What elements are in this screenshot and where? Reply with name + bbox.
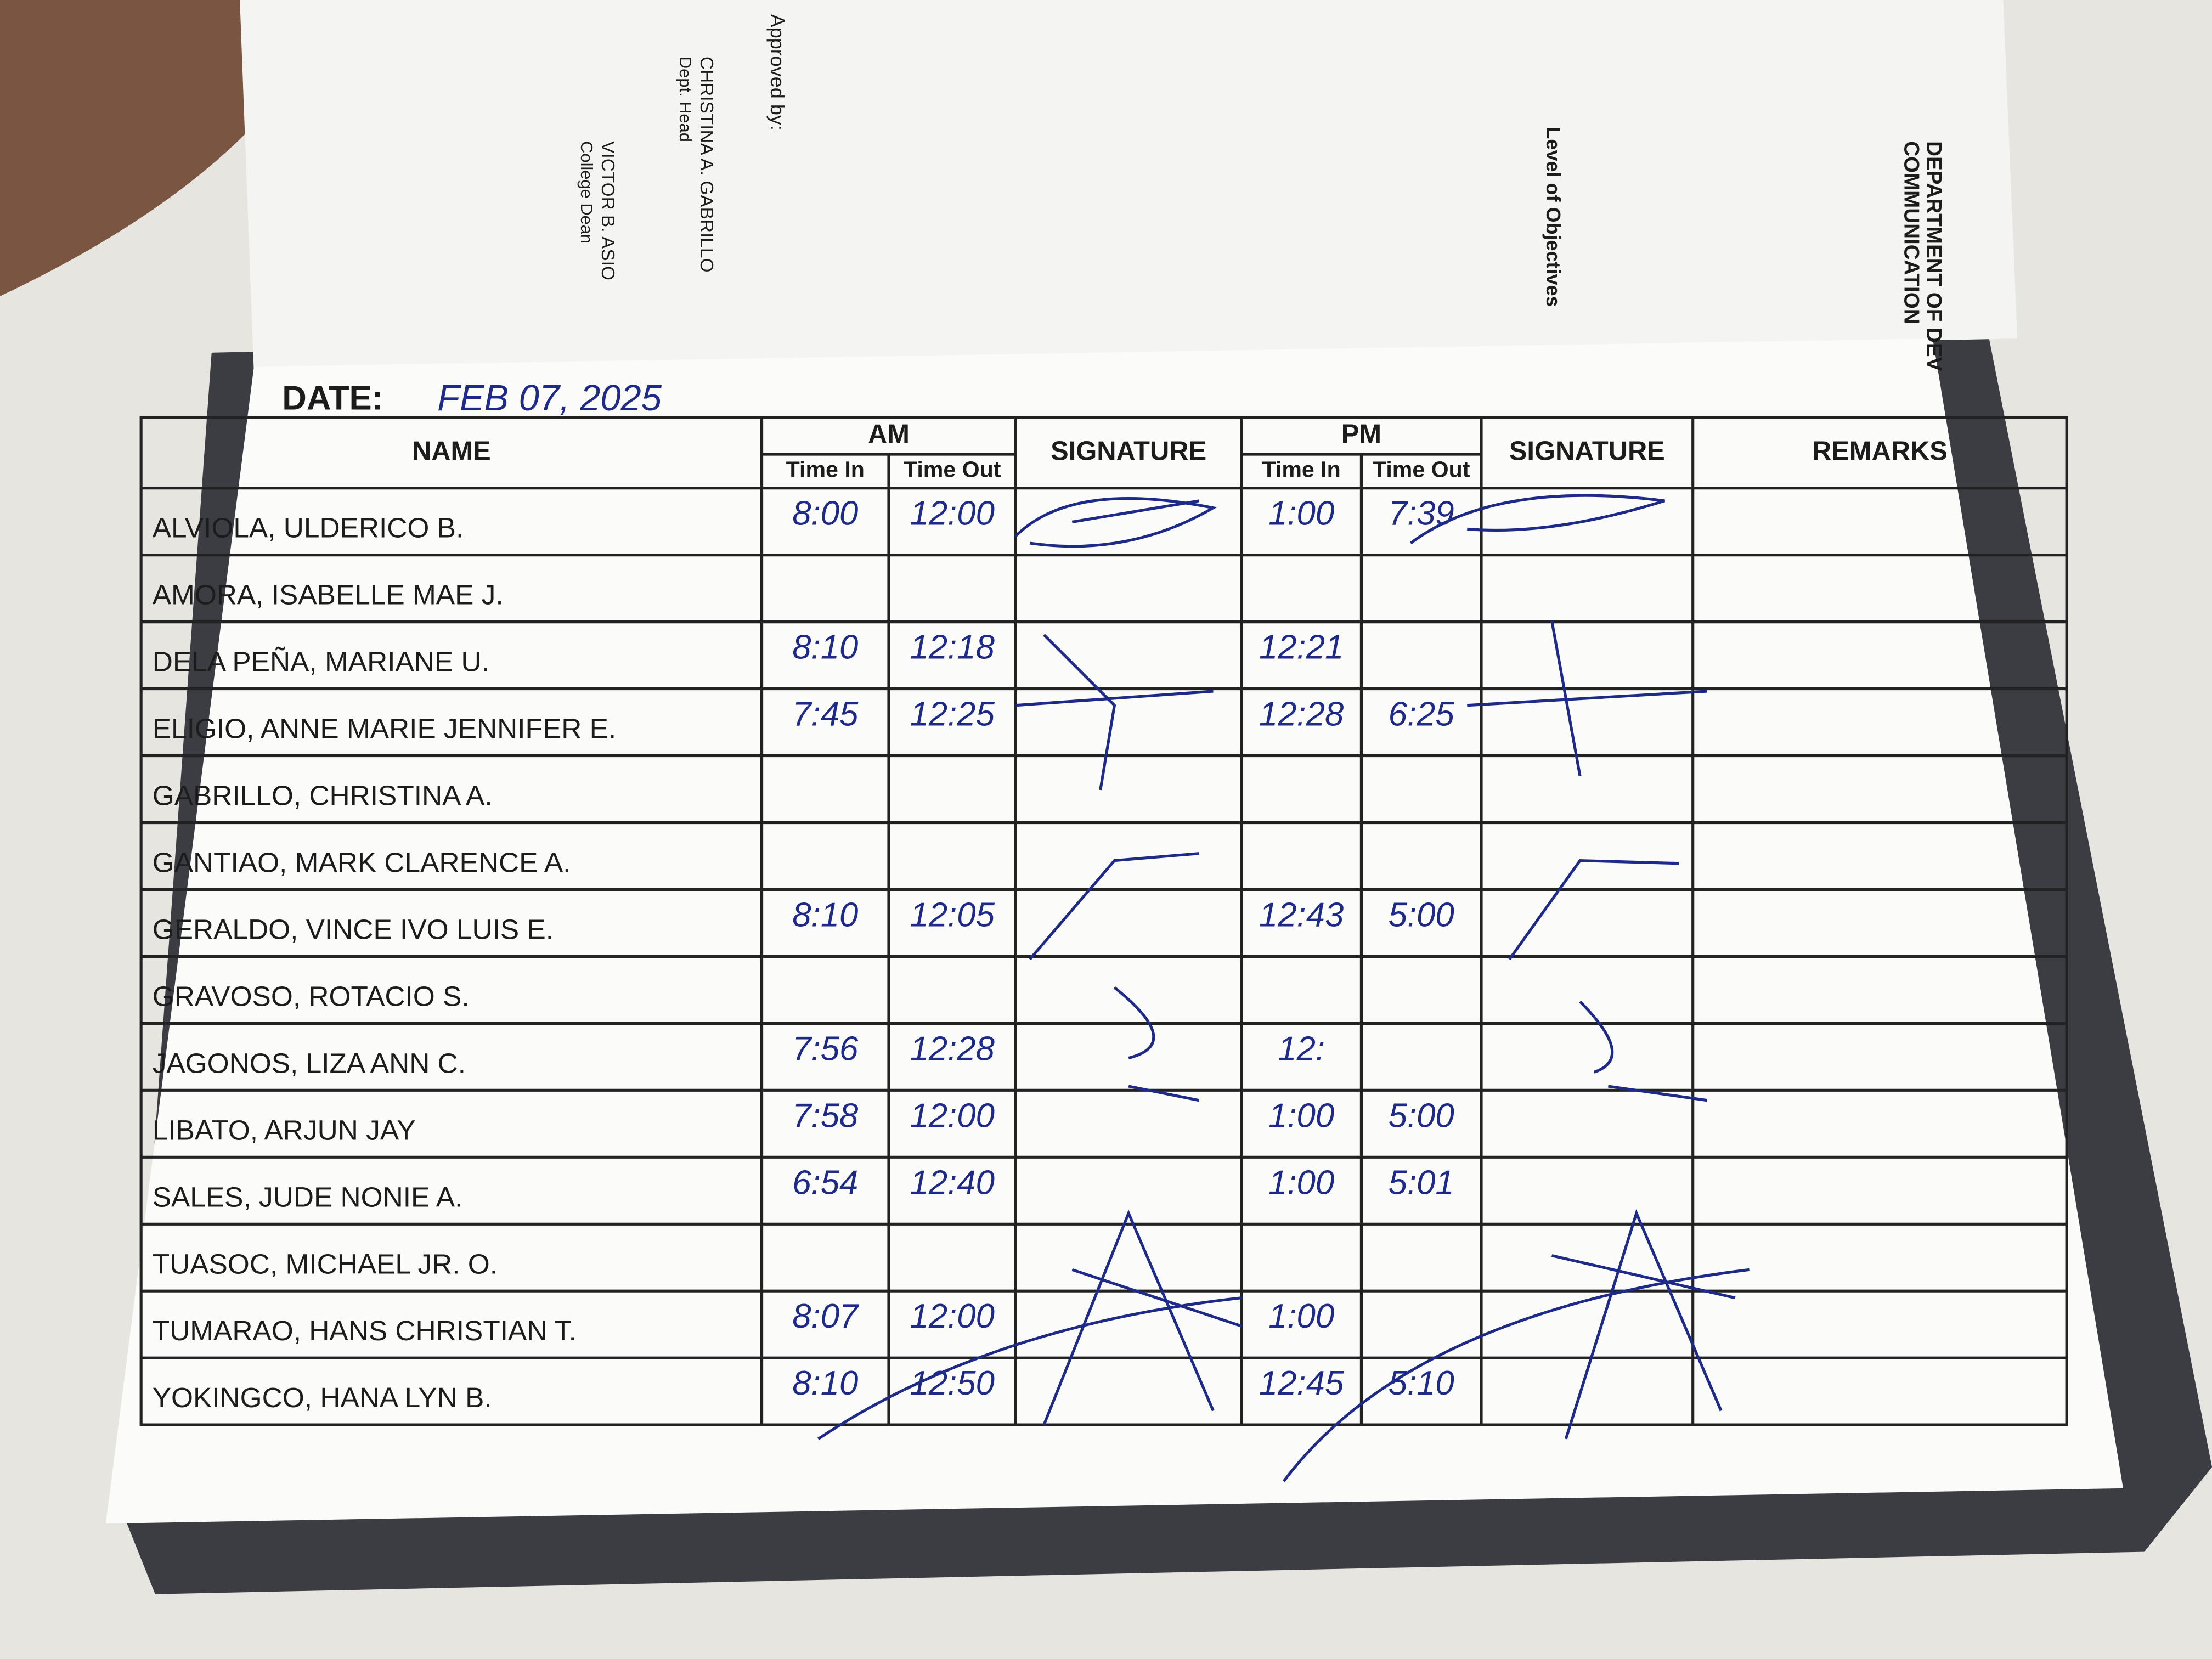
- top-page: [240, 0, 2018, 374]
- time-entry: 12:21: [1259, 629, 1344, 667]
- signature-scribble: [1282, 1209, 1750, 1482]
- column-header: REMARKS: [1812, 436, 1948, 466]
- signature-scribble: [1113, 986, 1200, 1102]
- time-entry: 12:45: [1259, 1364, 1344, 1402]
- time-entry: 12:05: [910, 896, 995, 934]
- time-entry: 7:45: [792, 696, 859, 733]
- attendee-name: LIBATO, ARJUN JAY: [153, 1114, 416, 1146]
- time-entry: 1:00: [1268, 495, 1334, 533]
- time-entry: 8:07: [792, 1297, 860, 1335]
- time-entry: 12:50: [910, 1364, 995, 1402]
- time-entry: 12:00: [910, 495, 995, 533]
- attendee-name: TUASOC, MICHAEL JR. O.: [153, 1248, 498, 1279]
- time-entry: 1:00: [1268, 1164, 1334, 1201]
- column-header: SIGNATURE: [1509, 436, 1665, 466]
- column-header: AM: [868, 419, 910, 449]
- column-header: NAME: [412, 436, 491, 466]
- time-entry: 12:28: [910, 1030, 995, 1068]
- time-entry: 6:54: [792, 1164, 858, 1201]
- time-entry: 8:00: [792, 495, 858, 533]
- signatory-name: CHRISTINA A. GABRILLO: [696, 57, 716, 273]
- department: DEPARTMENT OF DEV: [1922, 141, 1946, 371]
- date-value: FEB 07, 2025: [437, 377, 662, 419]
- time-entry: 12:28: [1259, 696, 1344, 733]
- signature-scribble: [1467, 620, 1707, 776]
- signature-scribble: [1508, 859, 1679, 961]
- column-header: Time Out: [904, 457, 1001, 482]
- sheet: [105, 338, 2123, 1524]
- attendee-name: ELIGIO, ANNE MARIE JENNIFER E.: [153, 713, 617, 744]
- time-entry: 5:00: [1389, 1097, 1454, 1135]
- time-entry: 6:25: [1389, 696, 1455, 733]
- signature-scribble: [817, 1209, 1242, 1440]
- time-entry: 12:40: [910, 1164, 995, 1201]
- attendee-name: SALES, JUDE NONIE A.: [153, 1181, 463, 1212]
- signature-scribble: [1029, 852, 1199, 961]
- signatory-role: Dept. Head: [676, 57, 695, 142]
- signatory-role: College Dean: [577, 141, 596, 244]
- signatures: [817, 494, 1750, 1482]
- time-entry: 8:10: [792, 629, 858, 667]
- attendee-name: JAGONOS, LIZA ANN C.: [153, 1047, 466, 1079]
- top-page-text: DEPARTMENT OF DEV COMMUNICATION Level of…: [577, 14, 1946, 371]
- attendee-name: TUMARAO, HANS CHRISTIAN T.: [153, 1314, 577, 1346]
- date-label: DATE:: [282, 380, 383, 417]
- time-entry: 8:10: [792, 896, 858, 934]
- column-header: Time In: [786, 457, 865, 482]
- signature-scribble: [1409, 494, 1666, 545]
- attendee-name: GANTIAO, MARK CLARENCE A.: [153, 846, 571, 878]
- approved-by: Approved by:: [766, 14, 789, 131]
- time-entry: 12:25: [910, 696, 995, 733]
- attendee-name: GABRILLO, CHRISTINA A.: [153, 780, 493, 811]
- attendee-name: GRAVOSO, ROTACIO S.: [153, 980, 470, 1012]
- signatory-name: VICTOR B. ASIO: [597, 141, 618, 280]
- time-entry: 1:00: [1268, 1297, 1334, 1335]
- attendee-name: DELA PEÑA, MARIANE U.: [153, 646, 489, 678]
- time-entry: 12:00: [910, 1297, 995, 1335]
- time-entry: 5:10: [1389, 1364, 1454, 1402]
- column-header: Time Out: [1373, 457, 1470, 482]
- unit: COMMUNICATION: [1900, 141, 1923, 324]
- column-header: Time In: [1262, 457, 1341, 482]
- time-entry: 5:00: [1389, 896, 1454, 934]
- column-header: SIGNATURE: [1051, 436, 1206, 466]
- time-entry: 7:58: [792, 1097, 858, 1135]
- time-entry: 12:: [1278, 1030, 1325, 1068]
- attendee-name: AMORA, ISABELLE MAE J.: [153, 579, 504, 611]
- column-header: PM: [1341, 419, 1381, 449]
- time-entry: 5:01: [1389, 1164, 1454, 1201]
- attendee-name: ALVIOLA, ULDERICO B.: [153, 512, 464, 544]
- time-entry: 12:43: [1259, 896, 1344, 934]
- signature-scribble: [1014, 497, 1217, 548]
- signature-scribble: [1015, 634, 1214, 791]
- time-entry: 12:18: [910, 629, 995, 667]
- attendee-name: YOKINGCO, HANA LYN B.: [153, 1381, 492, 1413]
- time-entry: 7:56: [792, 1030, 859, 1068]
- section: Level of Objectives: [1542, 127, 1565, 307]
- signature-scribble: [1579, 1000, 1707, 1102]
- time-entry: 8:10: [792, 1364, 858, 1402]
- attendee-name: GERALDO, VINCE IVO LUIS E.: [153, 913, 554, 945]
- time-entry: 12:00: [910, 1097, 995, 1135]
- time-entry: 1:00: [1268, 1097, 1334, 1135]
- time-entry: 7:39: [1389, 495, 1454, 533]
